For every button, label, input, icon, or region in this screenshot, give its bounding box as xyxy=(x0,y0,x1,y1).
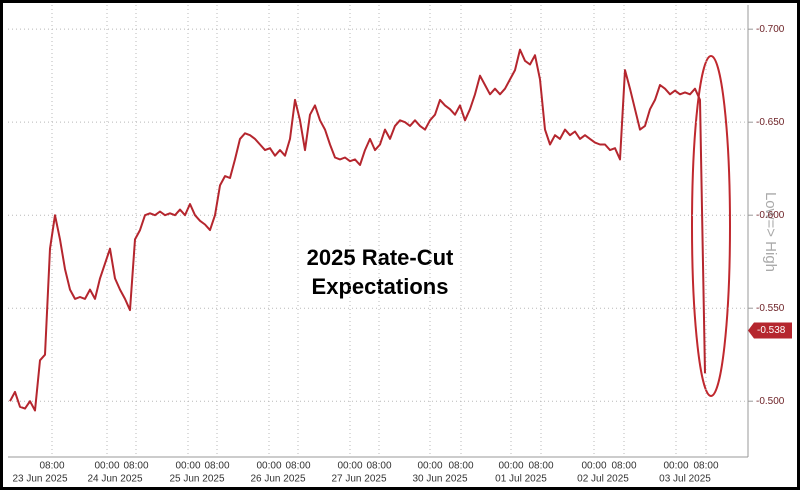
annotation: Expectations xyxy=(312,274,449,299)
last-value-label: -0.538 xyxy=(757,325,786,336)
last-value-box xyxy=(748,322,792,339)
x-tick-label: 00:00 xyxy=(663,461,688,472)
annotation: 2025 Rate-Cut xyxy=(307,245,454,270)
date-label: 02 Jul 2025 xyxy=(577,474,629,485)
x-tick-label: 00:00 xyxy=(94,461,119,472)
x-tick-label: 08:00 xyxy=(39,461,64,472)
x-tick-label: 08:00 xyxy=(123,461,148,472)
x-tick-label: 08:00 xyxy=(366,461,391,472)
date-label: 03 Jul 2025 xyxy=(659,474,711,485)
x-tick-label: 08:00 xyxy=(448,461,473,472)
date-label: 01 Jul 2025 xyxy=(495,474,547,485)
x-tick-label: 00:00 xyxy=(175,461,200,472)
date-label: 23 Jun 2025 xyxy=(12,474,67,485)
date-label: 26 Jun 2025 xyxy=(250,474,305,485)
x-tick-label: 08:00 xyxy=(611,461,636,472)
date-label: 27 Jun 2025 xyxy=(331,474,386,485)
x-tick-label: 08:00 xyxy=(285,461,310,472)
y-tick-label: -0.700 xyxy=(756,24,785,35)
date-label: 30 Jun 2025 xyxy=(412,474,467,485)
x-tick-label: 00:00 xyxy=(581,461,606,472)
x-tick-label: 00:00 xyxy=(337,461,362,472)
y-tick-label: -0.650 xyxy=(756,117,785,128)
series-line xyxy=(9,48,706,412)
x-tick-label: 08:00 xyxy=(528,461,553,472)
x-tick-label: 00:00 xyxy=(256,461,281,472)
y-axis-title: Low=> High xyxy=(762,192,779,272)
x-tick-label: 08:00 xyxy=(204,461,229,472)
y-tick-label: -0.600 xyxy=(756,210,785,221)
date-label: 24 Jun 2025 xyxy=(87,474,142,485)
y-tick-label: -0.500 xyxy=(756,396,785,407)
date-label: 25 Jun 2025 xyxy=(169,474,224,485)
y-tick-label: -0.550 xyxy=(756,303,785,314)
x-tick-label: 00:00 xyxy=(498,461,523,472)
highlight-ellipse xyxy=(691,55,731,397)
x-tick-label: 00:00 xyxy=(417,461,442,472)
x-tick-label: 08:00 xyxy=(693,461,718,472)
